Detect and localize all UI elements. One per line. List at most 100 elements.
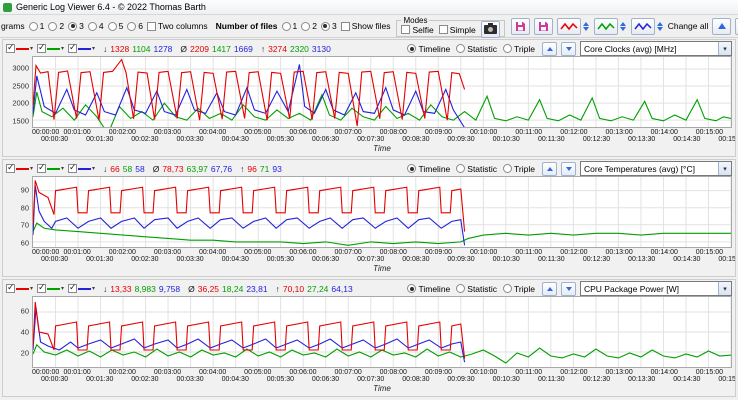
x-tick-label: 00:00:00 [32,129,60,136]
radio-statistic[interactable]: Statistic [456,164,497,174]
stat-avg-file1: 36,25 [197,283,220,294]
x-tick-label: 00:02:00 [108,249,136,256]
save-button[interactable] [510,17,530,35]
file-count-radio-1[interactable]: 1 [281,21,297,31]
x-tick-label: 00:10:30 [492,256,520,263]
channel-up-button[interactable] [542,41,557,56]
show-files-checkbox[interactable]: Show files [340,21,391,31]
x-tick-label: 00:14:00 [650,129,678,136]
x-tick-label: 00:07:00 [334,369,362,376]
save-all-button[interactable] [533,17,553,35]
x-tick-label: 00:09:00 [424,129,453,136]
channel-down-button[interactable] [561,161,576,176]
series-checkbox[interactable] [6,42,15,53]
checkbox-box[interactable] [438,25,448,34]
radio-label: Statistic [467,283,498,294]
x-tick-label: 00:05:30 [266,136,294,143]
simple-checkbox[interactable]: Simple [438,25,476,35]
diagram-count-radio-4[interactable]: 4 [87,21,104,31]
series-checkbox[interactable] [37,42,47,53]
selfie-checkbox[interactable]: Selfie [401,24,434,35]
x-tick-label: 00:15:30 [718,256,736,263]
diagram-count-radio-6[interactable]: 6 [127,21,143,31]
series-checkbox[interactable] [6,282,15,293]
radio-label: 1 [39,21,45,31]
channel-select[interactable]: CPU Package Power [W] ▾ [580,281,732,296]
radio-label: Statistic [467,43,498,54]
x-tick-label: 00:06:30 [311,136,340,143]
file1-line-style-button[interactable] [556,17,581,35]
y-tick-label: 2000 [12,98,29,108]
series-checkbox[interactable] [37,162,47,173]
radio-label: 3 [331,21,337,31]
channel-select[interactable]: Core Clocks (avg) [MHz] ▾ [580,41,732,56]
change-all-down-button[interactable] [735,17,738,35]
file2-updown-arrows[interactable] [619,21,627,31]
x-tick-label: 00:11:00 [515,129,543,136]
series-toggle-file1[interactable]: ▾ [6,282,33,293]
channel-name: CPU Package Power [W] [584,283,679,294]
series-toggle-file3[interactable]: ▾ [68,282,95,293]
up-arrow-icon [656,21,663,26]
series-checkbox[interactable] [6,162,15,173]
series-checkbox[interactable] [68,162,78,173]
change-all-up-button[interactable] [712,17,732,35]
diagram-count-radio-3[interactable]: 3 [68,21,84,31]
checkbox-box[interactable] [147,21,157,31]
radio-statistic[interactable]: Statistic [456,44,497,54]
file1-updown-arrows[interactable] [582,21,590,31]
radio-triple[interactable]: Triple [503,164,535,174]
radio-triple[interactable]: Triple [503,284,535,294]
radio-statistic[interactable]: Statistic [456,284,497,294]
x-tick-label: 00:01:30 [86,136,114,143]
checkbox-box[interactable] [340,21,350,31]
stat-avg-file1: 2209 [190,43,209,54]
channel-down-button[interactable] [561,41,576,56]
channel-down-button[interactable] [561,281,576,296]
y-tick-label: 2500 [12,81,29,91]
channel-select[interactable]: Core Temperatures (avg) [°C] ▾ [580,161,732,176]
x-tick-label: 00:14:30 [673,136,701,143]
down-arrow-icon [619,26,626,31]
radio-timeline[interactable]: Timeline [407,164,450,174]
series-checkbox[interactable] [68,42,78,53]
series-toggle-file2[interactable]: ▾ [37,282,64,293]
number-of-files-label: Number of files [215,21,278,31]
diagram-count-radio-2[interactable]: 2 [48,21,64,31]
chevron-down-icon: ▾ [718,162,731,175]
series-toggle-file2[interactable]: ▾ [37,42,64,53]
radio-triple[interactable]: Triple [503,44,535,54]
radio-timeline[interactable]: Timeline [407,284,450,294]
file3-line-style-button[interactable] [630,17,655,35]
series-toggle-file1[interactable]: ▾ [6,42,33,53]
stat-min-file3: 58 [135,163,145,174]
series-checkbox[interactable] [68,282,78,293]
two-columns-checkbox[interactable]: Two columns [147,21,208,31]
x-tick-label: 00:06:00 [289,129,317,136]
floppy-icon [538,21,548,31]
stat-avg-file2: 1417 [211,43,231,54]
file-count-radio-3[interactable]: 3 [320,21,337,31]
file2-line-style-button[interactable] [593,17,618,35]
radio-timeline[interactable]: Timeline [407,44,450,54]
series-toggle-file3[interactable]: ▾ [68,42,95,53]
x-axis: 00:00:00 00:00:30 00:01:00 00:01:30 00:02:00… [32,128,735,144]
camera-button[interactable] [480,21,500,38]
x-tick-label: 00:03:30 [176,256,204,263]
selfie-label: Selfie [412,24,434,35]
series-toggle-file3[interactable]: ▾ [68,162,95,173]
file3-updown-arrows[interactable] [656,21,664,31]
channel-up-button[interactable] [542,161,557,176]
diagram-count-radio-1[interactable]: 1 [28,21,45,31]
x-tick-label: 00:04:00 [199,369,227,376]
series-toggle-file1[interactable]: ▾ [6,162,33,173]
file-count-radio-2[interactable]: 2 [301,21,317,31]
channel-up-button[interactable] [542,281,557,296]
series-checkbox[interactable] [37,282,47,293]
series-line-file1 [33,302,465,359]
show-files-label: Show files [351,21,391,31]
diagram-count-radio-5[interactable]: 5 [107,21,123,31]
checkbox-box[interactable] [401,25,411,34]
series-toggle-file2[interactable]: ▾ [37,162,64,173]
down-arrow-icon [565,166,572,171]
